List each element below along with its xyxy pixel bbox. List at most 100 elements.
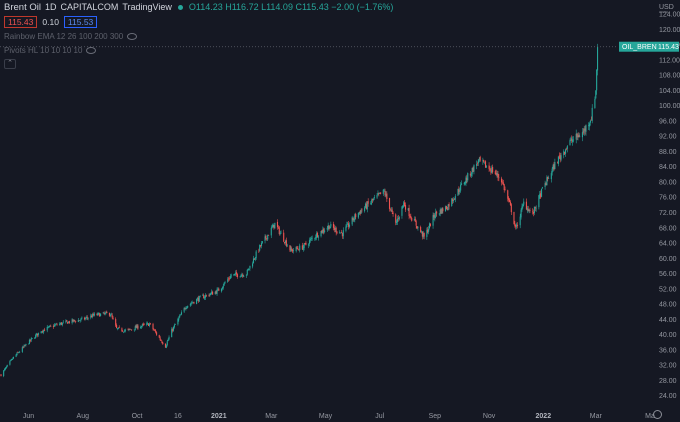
candle-body [116, 328, 119, 329]
candle-body [221, 287, 223, 289]
candle-body [166, 341, 168, 346]
candle-body [36, 333, 38, 336]
candle-body [359, 211, 361, 214]
indicator-pivots[interactable]: Pivots HL 10 10 10 10 [4, 45, 393, 56]
interval-label[interactable]: 1D [44, 2, 57, 12]
candle-body [463, 183, 465, 184]
candle-body [80, 318, 82, 320]
candle-body [30, 338, 32, 341]
candle-body [548, 178, 550, 179]
candle-body [112, 317, 114, 319]
candle-body [385, 194, 387, 196]
collapse-legend-button[interactable]: ⌃ [4, 59, 16, 69]
candle-body [236, 274, 239, 277]
eye-icon[interactable] [86, 47, 97, 54]
candle-body [516, 224, 518, 227]
candle-body [404, 205, 407, 210]
candle-body [342, 230, 344, 237]
candle-body [366, 201, 368, 210]
indicator-ema[interactable]: Rainbow EMA 12 26 100 200 300 [4, 31, 393, 42]
candle-body [535, 207, 537, 209]
candle-body [18, 352, 20, 354]
candle-body [123, 331, 125, 333]
candle-body [68, 321, 70, 324]
candle-body [220, 288, 223, 292]
symbol-name[interactable]: Brent Oil [4, 2, 41, 13]
settings-icon[interactable] [653, 410, 662, 419]
candle-body [321, 230, 323, 233]
y-tick-label: 96.00 [659, 118, 677, 125]
candle-body [297, 248, 299, 250]
candle-body [428, 228, 430, 232]
candle-body [565, 148, 567, 150]
candle-body [401, 206, 403, 216]
candle-body [422, 233, 424, 238]
candle-body [333, 227, 335, 231]
candle-body [365, 203, 367, 209]
sell-button[interactable]: 115.43 [4, 16, 38, 28]
candle-body [386, 193, 388, 200]
candle-body [209, 294, 211, 296]
candle-body [223, 282, 225, 286]
candle-body [298, 249, 300, 251]
candle-body [471, 167, 473, 174]
candle-body [252, 258, 255, 264]
y-tick-label: 124.00 [659, 12, 680, 19]
eye-icon[interactable] [127, 33, 138, 40]
candle-body [299, 245, 301, 251]
candle-body [522, 204, 524, 207]
candle-body [426, 229, 428, 237]
candle-body [361, 209, 363, 211]
candle-body [131, 329, 133, 331]
candle-body [396, 218, 399, 222]
candle-body [476, 164, 478, 166]
candle-body [411, 218, 413, 221]
candle-body [49, 325, 51, 327]
time-axis[interactable]: Jun Aug Oct 16 2021 Mar May Jul Sep Nov 2022 Mar Ma [23, 413, 655, 420]
candle-body [595, 90, 597, 99]
market-status-icon [177, 5, 183, 10]
candle-body [534, 206, 536, 209]
candle-body [23, 345, 25, 348]
candle-body [4, 367, 6, 370]
candle-body [140, 326, 143, 328]
candle-body [227, 279, 229, 282]
candle-body [277, 226, 279, 228]
candle-body [90, 315, 92, 318]
candle-body [215, 291, 217, 294]
candle-body [304, 243, 306, 244]
candle-body [458, 189, 460, 192]
price-axis[interactable]: 24.00 28.00 32.00 36.00 40.00 44.00 48.00 52.00… [659, 12, 680, 401]
candle-body [532, 211, 534, 213]
candle-body [210, 292, 212, 295]
indicator-pivots-label: Pivots HL 10 10 10 10 [4, 46, 83, 55]
candle-body [552, 165, 554, 169]
currency-label[interactable]: USD [659, 4, 674, 11]
candle-body [17, 352, 19, 353]
y-tick-label: 104.00 [659, 88, 680, 95]
candle-body [408, 208, 410, 216]
candle-body [442, 208, 444, 212]
candle-body [452, 199, 454, 201]
candle-body [156, 332, 158, 335]
candle-body [196, 299, 198, 304]
candle-body [122, 331, 124, 332]
candle-body [167, 339, 169, 341]
candle-body [378, 192, 380, 194]
candle-body [441, 207, 443, 214]
candle-body [233, 274, 235, 276]
candle-body [117, 327, 119, 329]
candle-body [204, 297, 206, 299]
candle-body [489, 169, 491, 170]
candle-body [178, 317, 180, 320]
candle-body [60, 322, 62, 325]
candle-body [303, 243, 305, 248]
candle-body [566, 146, 568, 149]
buy-button[interactable]: 115.53 [63, 16, 98, 28]
candle-body [528, 209, 530, 212]
candle-body [332, 223, 335, 228]
candle-body [98, 312, 100, 314]
candle-body [74, 320, 76, 321]
candle-body [553, 164, 555, 170]
